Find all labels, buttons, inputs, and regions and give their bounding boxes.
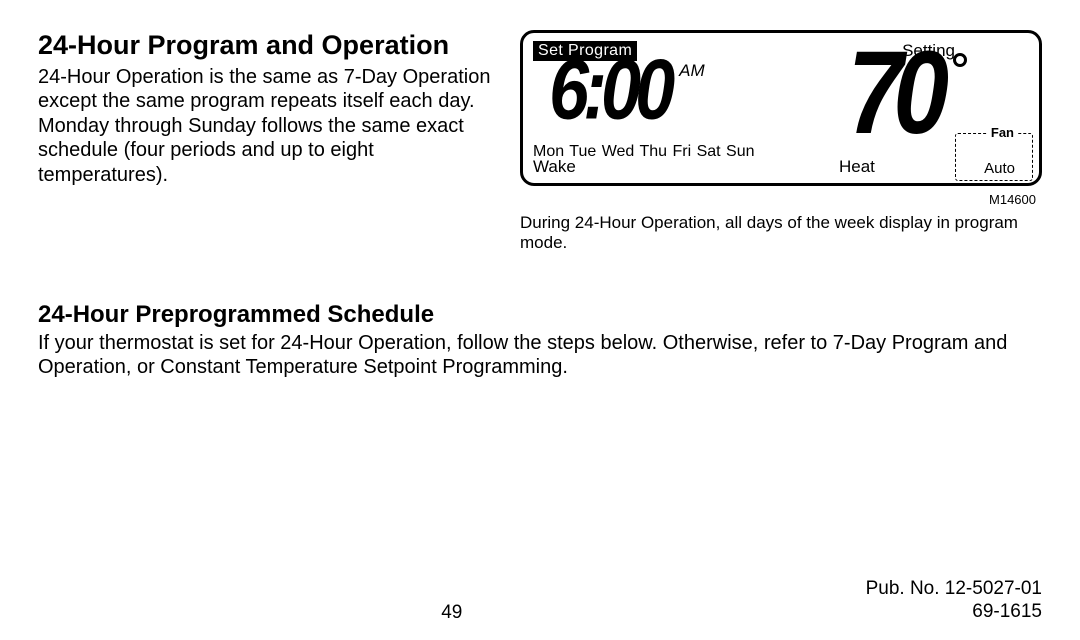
figure-caption: During 24-Hour Operation, all days of th… [520,213,1042,253]
degree-icon [953,53,967,67]
manual-page: 24-Hour Program and Operation 24-Hour Op… [0,0,1080,640]
document-number: 69-1615 [866,600,1042,624]
publication-info: Pub. No. 12-5027-01 69-1615 [866,577,1042,625]
fan-label: Fan [988,125,1017,140]
top-row: 24-Hour Program and Operation 24-Hour Op… [38,30,1042,253]
time-readout: 6:00 AM [549,57,705,113]
section-heading-2: 24-Hour Preprogrammed Schedule [38,301,1042,329]
temperature-readout: 70 [848,47,967,125]
lcd-display: Set Program Setting 6:00 AM 70 Mon Tue W… [520,30,1042,186]
period-label: Wake [533,157,576,177]
system-mode-label: Heat [839,157,875,177]
fan-mode: Auto [984,160,1015,177]
section-body-1: 24-Hour Operation is the same as 7-Day O… [38,65,498,187]
figure-model-number: M14600 [520,192,1042,207]
lcd-figure: Set Program Setting 6:00 AM 70 Mon Tue W… [520,30,1042,253]
page-footer: 49 Pub. No. 12-5027-01 69-1615 [38,577,1042,625]
page-number: 49 [441,602,462,624]
time-digits: 6:00 [549,57,669,123]
ampm-indicator: AM [679,61,705,81]
intro-column: 24-Hour Program and Operation 24-Hour Op… [38,30,498,187]
publication-number: Pub. No. 12-5027-01 [866,577,1042,601]
section-body-2: If your thermostat is set for 24-Hour Op… [38,331,1042,380]
temperature-digits: 70 [848,47,939,139]
section-heading-1: 24-Hour Program and Operation [38,30,498,61]
